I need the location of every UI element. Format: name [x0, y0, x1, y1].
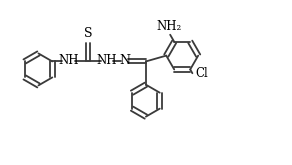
Text: S: S	[84, 27, 92, 40]
Text: NH: NH	[97, 54, 117, 67]
Text: NH: NH	[58, 54, 79, 67]
Text: N: N	[119, 54, 131, 67]
Text: Cl: Cl	[195, 67, 208, 80]
Text: NH₂: NH₂	[157, 20, 182, 33]
